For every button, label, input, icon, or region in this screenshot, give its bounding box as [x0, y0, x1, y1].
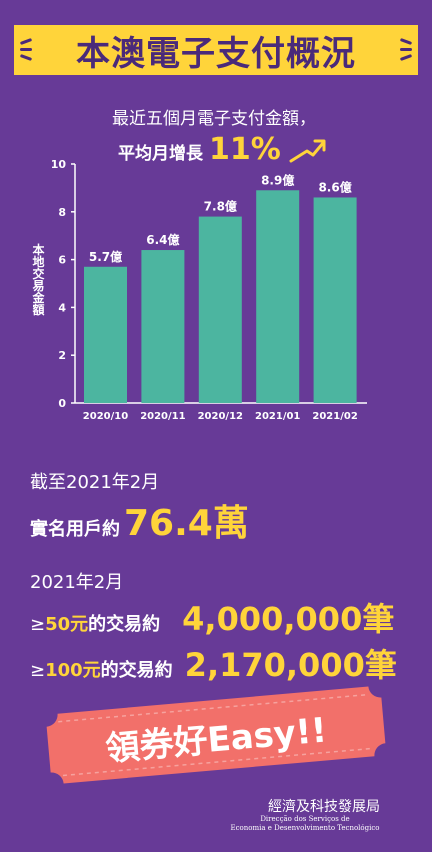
data-label: 6.4億	[146, 232, 179, 247]
y-tick-label: 8	[58, 206, 66, 219]
users-period-label: 截至2021年2月	[30, 472, 160, 493]
transaction-amount: 100元	[45, 660, 101, 681]
bar	[313, 197, 357, 403]
transaction-count: 4,000,000筆	[182, 600, 395, 638]
transaction-row-50: ≥ 50元 的交易約 4,000,000筆	[30, 594, 394, 640]
x-tick-label: 2021/01	[255, 411, 300, 422]
x-tick-label: 2020/11	[140, 411, 185, 422]
org-name-pt-line2: Economia e Desenvolvimento Tecnológico	[230, 824, 380, 832]
bar-chart: 0 2 4 6 8 10 本地交易金額 5.7億 2020/10 6.4億 2020/11 7.8億 2…	[31, 158, 367, 422]
y-tick-label: 2	[58, 349, 66, 362]
y-axis-label: 本地交易金額	[31, 242, 45, 316]
data-label: 8.6億	[318, 179, 351, 194]
x-tick-label: 2020/10	[83, 411, 128, 422]
users-value: 76.4萬	[124, 503, 249, 544]
summary-line2: 平均月增長 11%	[118, 132, 327, 167]
trend-up-arrow-icon	[289, 139, 326, 162]
x-tick-label: 2020/12	[198, 411, 243, 422]
y-tick-label: 4	[58, 301, 66, 314]
summary-line1: 最近五個月電子支付金額，	[112, 109, 316, 129]
page-title: 本澳電子支付概況	[76, 33, 356, 74]
y-tick-label: 10	[51, 158, 67, 171]
data-label: 7.8億	[204, 199, 237, 214]
transaction-row-100: ≥ 100元 的交易約 2,170,000筆	[30, 640, 397, 686]
x-tick-label: 2021/02	[312, 411, 357, 422]
bar	[256, 190, 300, 403]
transaction-label: 的交易約	[88, 614, 161, 635]
bar	[198, 216, 242, 403]
title-banner: 本澳電子支付概況	[14, 25, 418, 75]
bar	[141, 250, 185, 403]
y-tick-label: 6	[58, 254, 66, 267]
org-name-cn: 經濟及科技發展局	[268, 799, 380, 815]
title-deco-right-2	[400, 48, 412, 51]
bar	[84, 266, 127, 403]
coupon-ticket	[46, 686, 386, 784]
users-label: 實名用戶約	[30, 519, 120, 540]
transaction-amount: 50元	[45, 614, 89, 635]
gte-symbol: ≥	[30, 660, 46, 681]
growth-value: 11%	[209, 132, 281, 167]
growth-label: 平均月增長	[118, 144, 203, 164]
data-label: 8.9億	[261, 172, 294, 187]
title-deco-left-2	[20, 48, 32, 51]
org-name-pt-line1: Direcção dos Serviços de	[260, 815, 350, 823]
data-label: 5.7億	[89, 249, 122, 264]
users-line: 實名用戶約 76.4萬	[30, 494, 249, 546]
transaction-count: 2,170,000筆	[184, 646, 397, 684]
transactions-period: 2021年2月	[30, 572, 124, 593]
y-tick-label: 0	[58, 397, 66, 410]
transaction-label: 的交易約	[100, 660, 173, 681]
gte-symbol: ≥	[30, 614, 46, 635]
